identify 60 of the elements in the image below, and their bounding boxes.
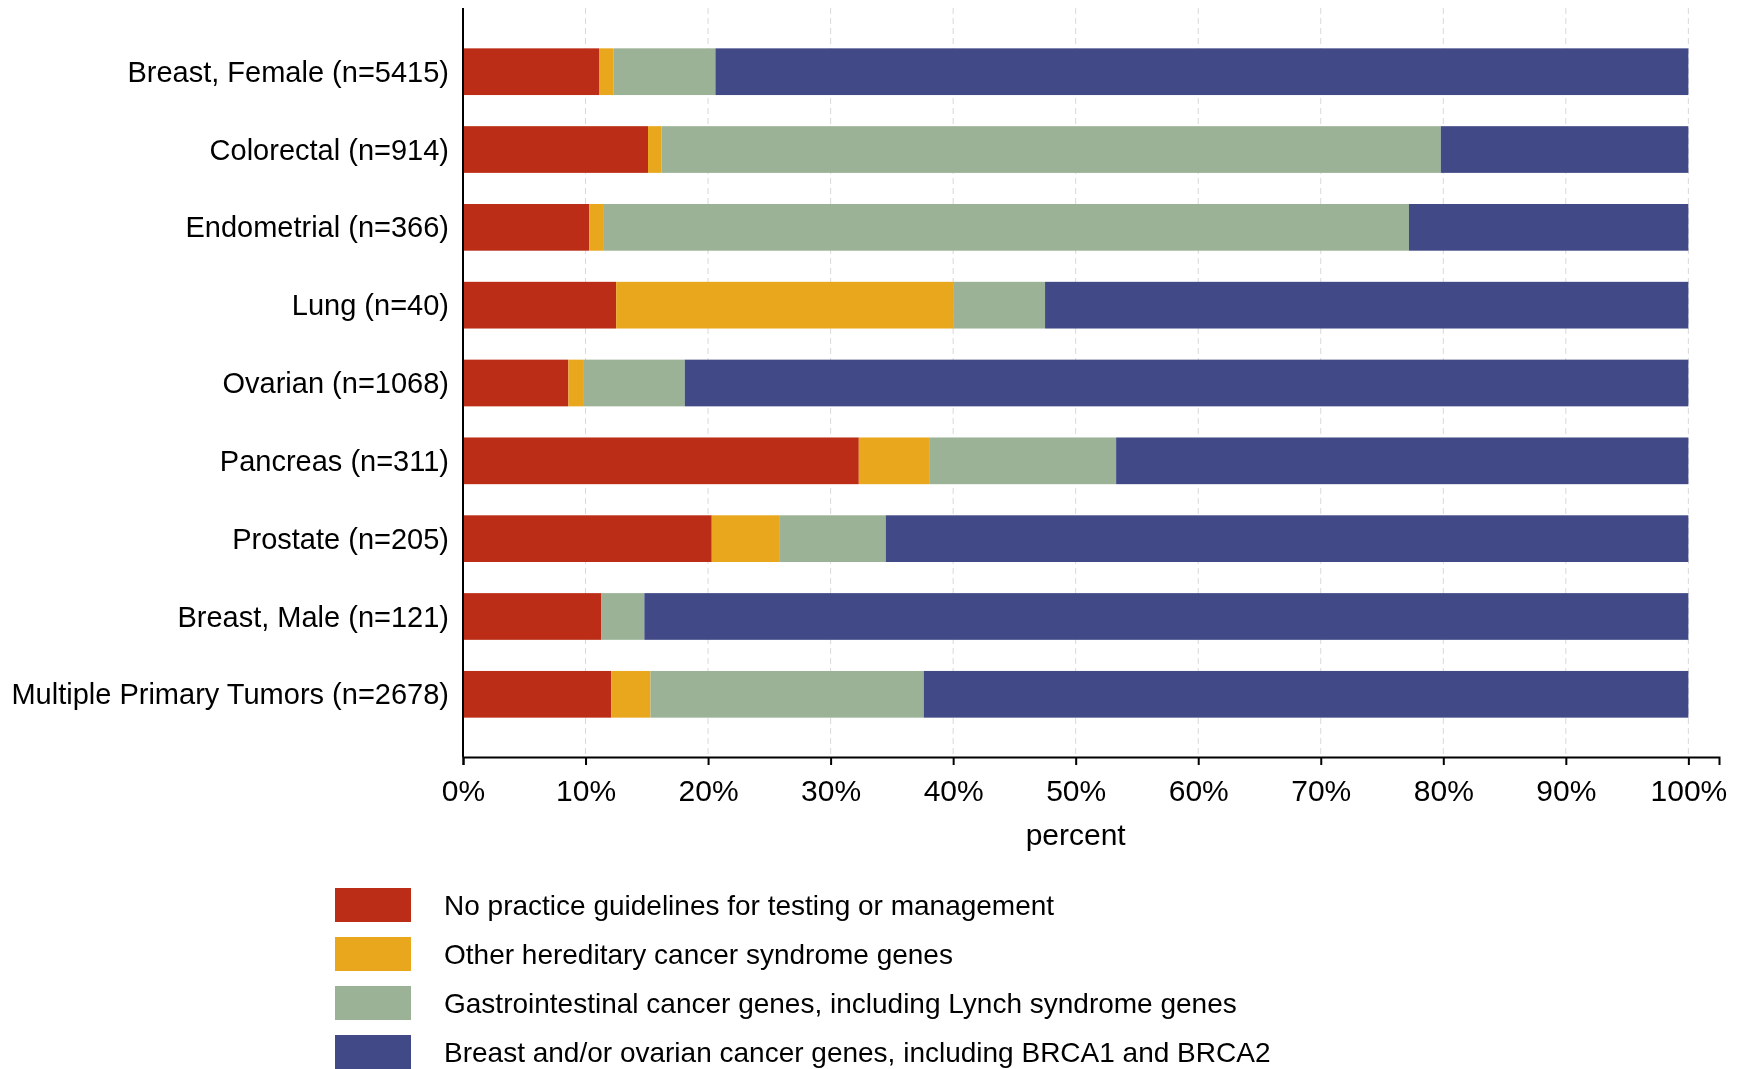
x-tick-label: 20% bbox=[678, 774, 739, 807]
bar bbox=[601, 593, 645, 640]
bar bbox=[711, 515, 780, 562]
y-tick-label: Multiple Primary Tumors (n=2678) bbox=[11, 678, 449, 711]
bar bbox=[858, 437, 930, 485]
bar bbox=[463, 515, 712, 562]
bar bbox=[611, 670, 651, 718]
x-tick-label: 0% bbox=[441, 774, 486, 807]
bar bbox=[568, 359, 584, 407]
bar bbox=[953, 281, 1046, 329]
x-tick-label: 90% bbox=[1536, 774, 1597, 807]
legend-label: Breast and/or ovarian cancer genes, including BRCA1 and BRCA2 bbox=[444, 1036, 1271, 1068]
legend-label: No practice guidelines for testing or management bbox=[444, 889, 1055, 921]
x-axis-title: percent bbox=[1025, 818, 1127, 851]
bar bbox=[613, 48, 716, 96]
x-tick-label: 40% bbox=[923, 774, 984, 807]
bar bbox=[1440, 126, 1689, 173]
bar bbox=[463, 593, 602, 640]
y-tick-label: Ovarian (n=1068) bbox=[222, 367, 449, 400]
bar bbox=[1408, 204, 1689, 251]
bar bbox=[715, 48, 1689, 96]
legend-label: Gastrointestinal cancer genes, including Lynch syndrome genes bbox=[444, 987, 1237, 1019]
bar bbox=[648, 126, 662, 173]
x-tick-label: 10% bbox=[556, 774, 617, 807]
x-tick-label: 50% bbox=[1046, 774, 1107, 807]
x-tick-label: 60% bbox=[1168, 774, 1229, 807]
bar bbox=[644, 593, 1689, 640]
bar bbox=[929, 437, 1117, 485]
bar bbox=[583, 359, 685, 407]
bar bbox=[684, 359, 1689, 407]
x-tick-label: 70% bbox=[1291, 774, 1352, 807]
bar bbox=[885, 515, 1689, 562]
bar bbox=[603, 204, 1409, 251]
bar bbox=[599, 48, 614, 96]
y-tick-label: Breast, Female (n=5415) bbox=[127, 55, 449, 88]
bar bbox=[463, 204, 590, 251]
x-tick-label: 80% bbox=[1413, 774, 1474, 807]
bar bbox=[661, 126, 1441, 173]
bar bbox=[923, 670, 1689, 718]
bar bbox=[616, 281, 954, 329]
bar bbox=[463, 359, 569, 407]
bar bbox=[779, 515, 886, 562]
bar bbox=[463, 281, 617, 329]
bar bbox=[589, 204, 604, 251]
bar bbox=[1116, 437, 1689, 485]
bar bbox=[650, 670, 924, 718]
bar bbox=[463, 670, 612, 718]
y-tick-label: Pancreas (n=311) bbox=[219, 444, 449, 477]
x-tick-label: 100% bbox=[1650, 774, 1728, 807]
x-tick-label: 30% bbox=[801, 774, 862, 807]
bar bbox=[463, 126, 649, 173]
y-tick-label: Prostate (n=205) bbox=[232, 522, 449, 555]
bar bbox=[463, 437, 859, 485]
bar bbox=[463, 48, 600, 96]
y-tick-label: Colorectal (n=914) bbox=[209, 133, 449, 166]
legend-label: Other hereditary cancer syndrome genes bbox=[444, 938, 953, 970]
bar bbox=[1045, 281, 1689, 329]
y-tick-label: Breast, Male (n=121) bbox=[177, 600, 449, 633]
y-tick-label: Lung (n=40) bbox=[291, 289, 449, 322]
y-tick-label: Endometrial (n=366) bbox=[185, 211, 449, 244]
